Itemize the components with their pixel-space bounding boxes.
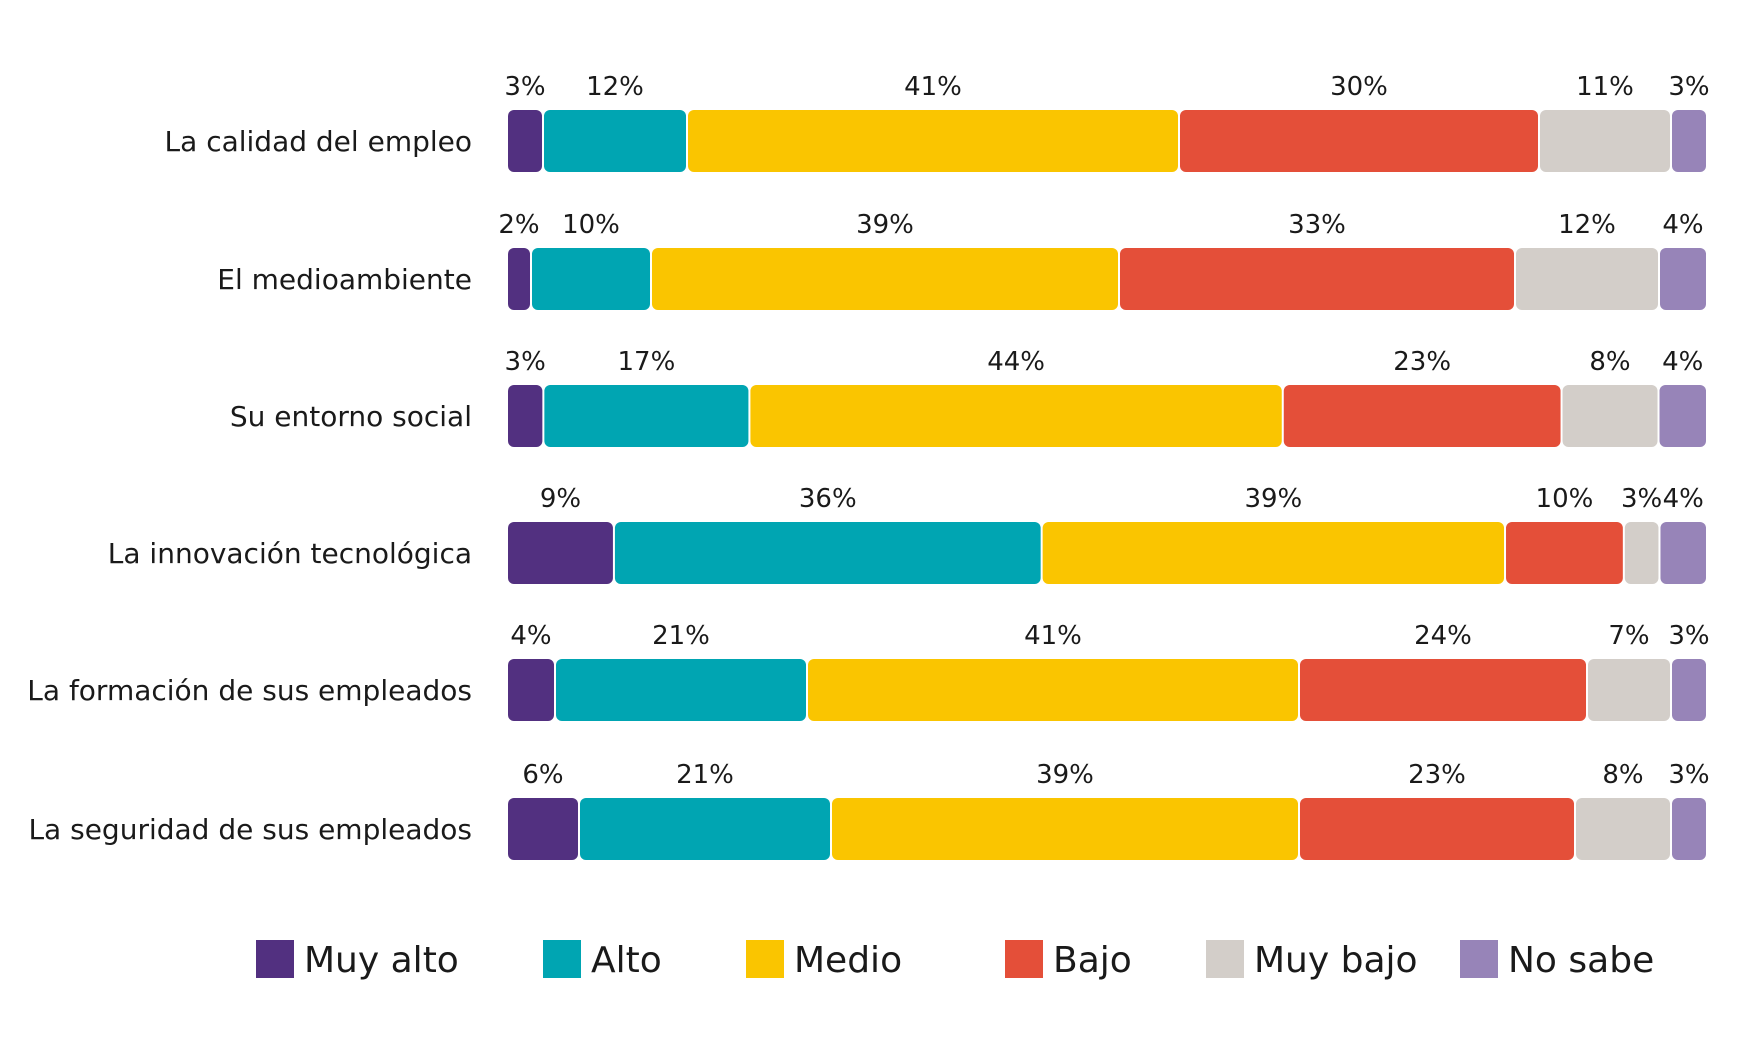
data-label: 3%	[1668, 621, 1709, 651]
data-label: 17%	[617, 347, 675, 377]
category-label: La seguridad de sus empleados	[28, 813, 472, 846]
bar-segment	[1624, 522, 1659, 584]
bars-area: 3% 12% 41% 30% 11% 3%2% 10% 39% 33% 12% 4%3% 17% 44%…	[498, 72, 1710, 860]
bar-segment	[750, 385, 1282, 447]
data-label: 11%	[1576, 72, 1634, 102]
category-label: La innovación tecnológica	[108, 537, 472, 570]
bar-segment	[1562, 385, 1658, 447]
data-label: 23%	[1408, 760, 1466, 790]
bar-segment	[1659, 385, 1706, 447]
data-label: 44%	[987, 347, 1045, 377]
bar-segment	[832, 798, 1298, 860]
legend-swatch	[543, 940, 581, 978]
bar-segment	[614, 522, 1041, 584]
bar-segment	[1120, 248, 1514, 310]
bar-segment	[508, 522, 613, 584]
legend-label: Alto	[591, 940, 662, 981]
data-label: 23%	[1393, 347, 1451, 377]
data-label: 8%	[1589, 347, 1630, 377]
bar-segment	[1300, 659, 1586, 721]
bar-segment	[508, 385, 543, 447]
bar-segment	[1540, 110, 1670, 172]
category-label: Su entorno social	[230, 400, 472, 433]
data-label: 3%	[505, 347, 546, 377]
category-label: El medioambiente	[217, 263, 472, 296]
data-label: 10%	[562, 210, 620, 240]
data-label: 39%	[856, 210, 914, 240]
bar-segment	[1506, 522, 1623, 584]
bar-segment	[1588, 659, 1670, 721]
data-label: 21%	[652, 621, 710, 651]
bar-segment	[1516, 248, 1658, 310]
data-label: 4%	[1663, 484, 1704, 514]
bar-segment	[1672, 659, 1706, 721]
data-label: 39%	[1244, 484, 1302, 514]
data-label: 2%	[498, 210, 539, 240]
bar-segment	[1180, 110, 1538, 172]
data-label: 9%	[540, 484, 581, 514]
category-label: La formación de sus empleados	[27, 674, 472, 707]
data-label: 24%	[1414, 621, 1472, 651]
data-label: 6%	[522, 760, 563, 790]
bar-segment	[580, 798, 830, 860]
bar-segment	[808, 659, 1298, 721]
bar-segment	[1672, 798, 1706, 860]
data-label: 3%	[1668, 72, 1709, 102]
legend-swatch	[1206, 940, 1244, 978]
data-label: 41%	[904, 72, 962, 102]
legend-label: Muy bajo	[1254, 940, 1418, 981]
data-label: 4%	[510, 621, 551, 651]
bar-segment	[1576, 798, 1670, 860]
data-label: 41%	[1024, 621, 1082, 651]
category-labels: La calidad del empleo El medioambiente Su …	[27, 125, 472, 846]
data-label: 4%	[1662, 347, 1703, 377]
category-label: La calidad del empleo	[165, 125, 472, 158]
bar-segment	[544, 385, 749, 447]
legend-swatch	[1460, 940, 1498, 978]
data-label: 8%	[1602, 760, 1643, 790]
legend-label: Bajo	[1053, 940, 1132, 981]
bar-segment	[1283, 385, 1561, 447]
bar-segment	[556, 659, 806, 721]
legend-swatch	[746, 940, 784, 978]
legend-label: Muy alto	[304, 940, 459, 981]
data-label: 4%	[1662, 210, 1703, 240]
bar-segment	[508, 798, 578, 860]
bar-segment	[508, 248, 530, 310]
bar-segment	[652, 248, 1118, 310]
data-label: 36%	[799, 484, 857, 514]
bar-segment	[1660, 522, 1706, 584]
data-label: 10%	[1536, 484, 1594, 514]
data-label: 3%	[1621, 484, 1662, 514]
legend: Muy alto Alto Medio Bajo Muy bajo No sabe	[256, 940, 1654, 981]
bar-segment	[1042, 522, 1505, 584]
bar-segment	[508, 659, 554, 721]
data-label: 7%	[1608, 621, 1649, 651]
bar-segment	[1300, 798, 1574, 860]
data-label: 30%	[1330, 72, 1388, 102]
bar-segment	[544, 110, 686, 172]
data-label: 12%	[586, 72, 644, 102]
bar-segment	[1672, 110, 1706, 172]
legend-swatch	[1005, 940, 1043, 978]
data-label: 3%	[1668, 760, 1709, 790]
bar-segment	[1660, 248, 1706, 310]
data-label: 39%	[1036, 760, 1094, 790]
bar-segment	[508, 110, 542, 172]
legend-label: No sabe	[1508, 940, 1654, 981]
data-label: 12%	[1558, 210, 1616, 240]
data-label: 33%	[1288, 210, 1346, 240]
legend-label: Medio	[794, 940, 902, 981]
bar-segment	[688, 110, 1178, 172]
data-label: 21%	[676, 760, 734, 790]
legend-swatch	[256, 940, 294, 978]
data-label: 3%	[504, 72, 545, 102]
bar-segment	[532, 248, 650, 310]
